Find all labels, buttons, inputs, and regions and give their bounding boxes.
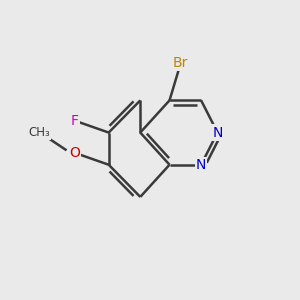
Text: N: N	[212, 126, 223, 140]
Text: O: O	[69, 146, 80, 160]
Text: CH₃: CH₃	[28, 126, 50, 139]
Text: F: F	[71, 114, 79, 128]
Text: Br: Br	[173, 56, 188, 70]
Text: N: N	[196, 158, 206, 172]
